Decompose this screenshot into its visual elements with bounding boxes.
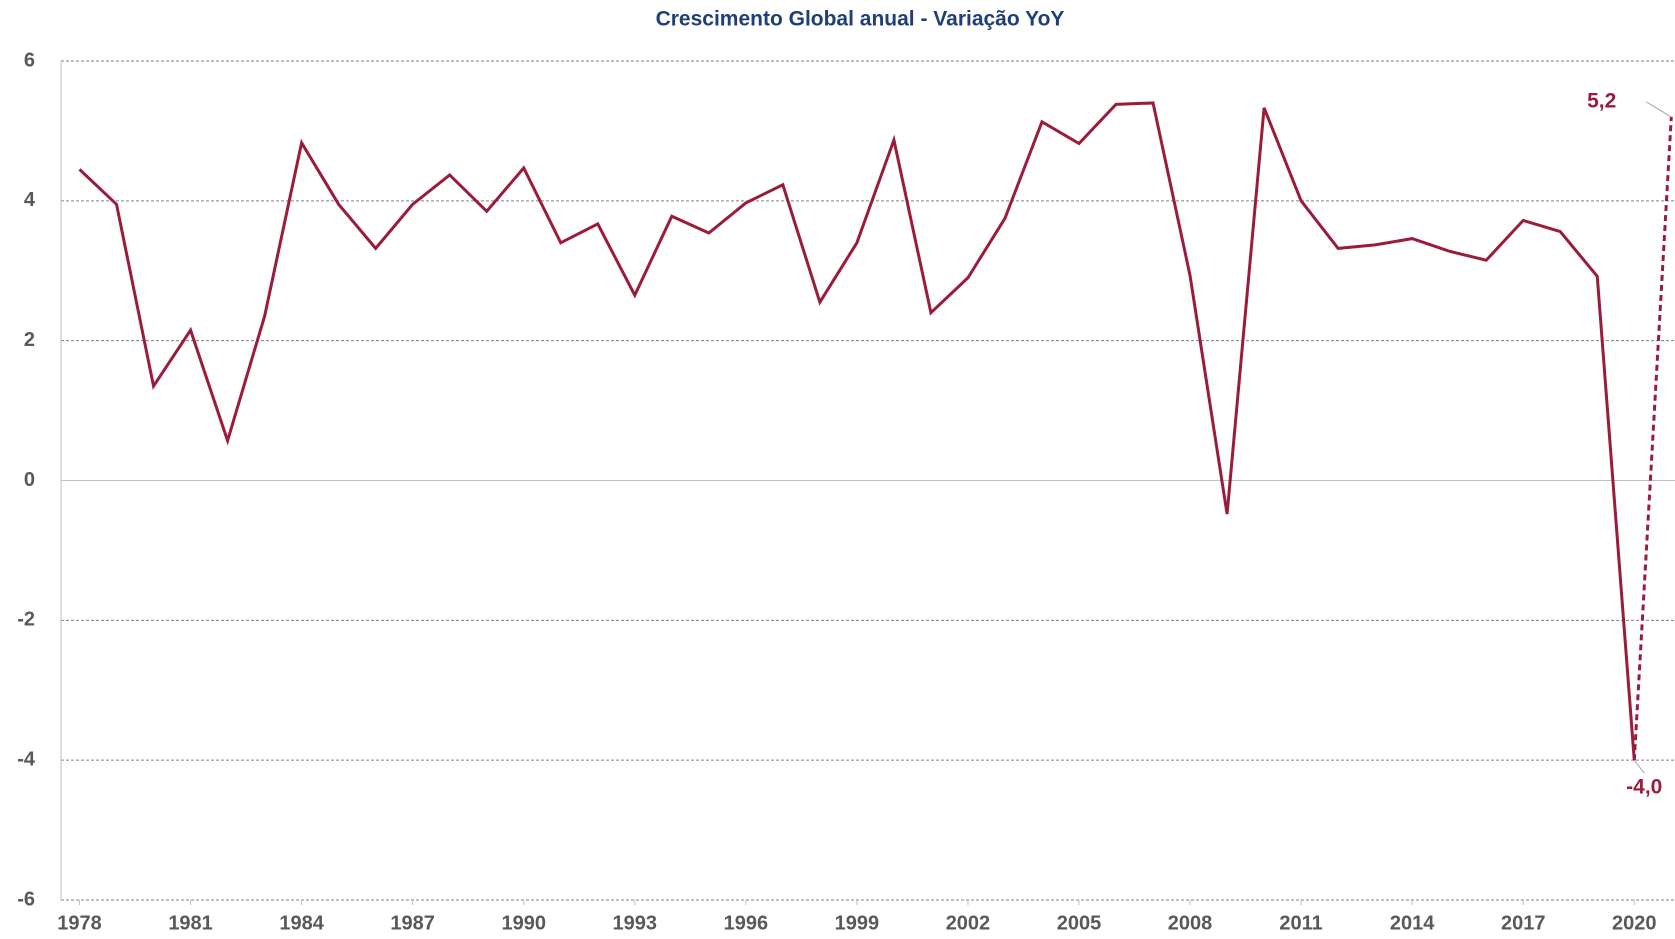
x-tick-label: 1984 xyxy=(279,912,324,934)
y-tick-label: 4 xyxy=(24,189,36,211)
x-tick-label: 1999 xyxy=(835,912,880,934)
y-tick-label: -2 xyxy=(17,609,35,631)
chart-title: Crescimento Global anual - Variação YoY xyxy=(656,8,1065,31)
leader-line xyxy=(1633,759,1645,774)
x-tick-label: 2014 xyxy=(1390,912,1435,934)
y-tick-label: -6 xyxy=(17,888,35,910)
y-tick-label: 2 xyxy=(24,329,35,351)
value-label: 5,2 xyxy=(1587,89,1616,112)
y-tick-label: 0 xyxy=(24,469,35,491)
x-tick-label: 1990 xyxy=(501,912,546,934)
x-tick-label: 1993 xyxy=(613,912,658,934)
leader-line xyxy=(1646,101,1672,118)
y-tick-label: -4 xyxy=(17,748,36,770)
x-tick-label: 2017 xyxy=(1501,912,1546,934)
line-series xyxy=(1632,116,1673,761)
x-tick-label: 2008 xyxy=(1168,912,1213,934)
x-tick-label: 1987 xyxy=(390,912,435,934)
x-tick-label: 2002 xyxy=(946,912,991,934)
x-tick-label: 1996 xyxy=(724,912,769,934)
value-label: -4,0 xyxy=(1626,776,1662,799)
x-tick-label: 2005 xyxy=(1057,912,1102,934)
x-tick-label: 2011 xyxy=(1279,912,1322,934)
line-series xyxy=(78,101,1636,761)
x-tick-label: 2020 xyxy=(1612,912,1657,934)
x-tick-label: 1978 xyxy=(57,912,102,934)
y-tick-label: 6 xyxy=(24,49,35,71)
x-tick-label: 1981 xyxy=(168,912,213,934)
